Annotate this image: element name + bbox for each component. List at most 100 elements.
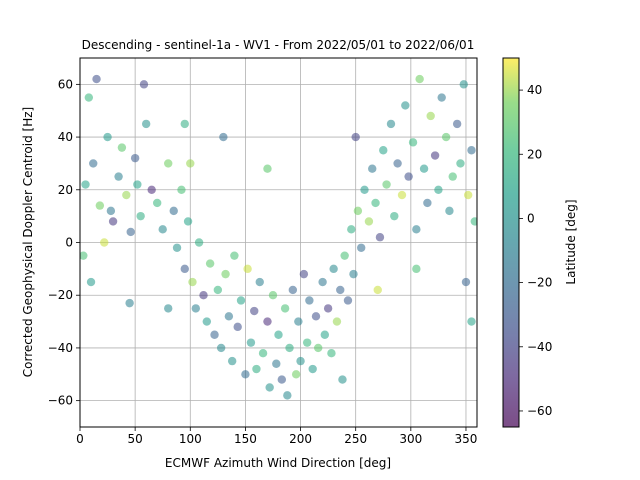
scatter-point [393, 159, 402, 168]
scatter-point [336, 285, 345, 295]
scatter-point [382, 180, 391, 189]
scatter-point [467, 317, 476, 326]
x-tick-label: 50 [127, 432, 142, 446]
scatter-point [305, 296, 314, 305]
scatter-point [351, 132, 360, 142]
scatter-point [456, 159, 465, 168]
scatter-point [205, 259, 215, 268]
x-tick-label: 350 [455, 432, 478, 446]
scatter-point [103, 132, 112, 142]
scatter-point [139, 80, 149, 89]
scatter-point [164, 159, 173, 168]
scatter-point [114, 172, 123, 181]
y-tick-label: 0 [65, 236, 73, 250]
colorbar-tick-label: 0 [527, 211, 535, 225]
scatter-point [452, 119, 462, 129]
scatter-point [108, 217, 118, 226]
scatter-point [323, 304, 333, 313]
scatter-point [133, 180, 142, 189]
scatter-point [412, 264, 421, 274]
scatter-point [360, 185, 369, 194]
scatter-point [329, 264, 338, 274]
scatter-point [368, 164, 377, 173]
scatter-point [357, 243, 366, 252]
scatter-point [95, 201, 105, 210]
scatter-point [375, 233, 385, 242]
scatter-point [318, 277, 327, 287]
scatter-point [230, 251, 239, 260]
scatter-point [263, 317, 272, 326]
scatter-point [302, 338, 312, 347]
scatter-point [169, 206, 178, 216]
chart-title: Descending - sentinel-1a - WV1 - From 20… [82, 38, 475, 52]
scatter-point [419, 164, 429, 173]
scatter-point [252, 364, 261, 374]
scatter-point [243, 264, 252, 274]
scatter-point [136, 211, 145, 221]
scatter-point [164, 304, 173, 313]
scatter-point [258, 349, 268, 358]
scatter-point [294, 317, 303, 326]
scatter-point [340, 251, 349, 260]
scatter-point [347, 225, 356, 234]
x-axis-ticks: 0 50 100 150 200 250 300 350 [76, 427, 477, 446]
scatter-point [274, 330, 283, 339]
scatter-point [445, 206, 454, 216]
x-tick-label: 150 [234, 432, 257, 446]
scatter-point [404, 172, 413, 181]
scatter-point [92, 74, 101, 84]
scatter-point [291, 370, 301, 379]
colorbar [502, 57, 520, 428]
scatter-point [320, 330, 330, 339]
scatter-point [227, 356, 237, 366]
scatter-point [397, 190, 407, 200]
x-axis-label: ECMWF Azimuth Wind Direction [deg] [165, 456, 391, 470]
scatter-point [285, 343, 294, 353]
scatter-point [280, 304, 290, 313]
scatter-point [202, 317, 212, 326]
scatter-point [186, 159, 195, 168]
colorbar-tick-label: −60 [527, 404, 552, 418]
scatter-point [272, 359, 281, 368]
scatter-point [430, 151, 440, 160]
scatter-point [219, 132, 228, 142]
y-axis-label: Corrected Geophysical Doppler Centroid [… [21, 107, 35, 377]
colorbar-label: Latitude [deg] [564, 199, 578, 284]
scatter-point [434, 185, 443, 194]
scatter-point [311, 312, 321, 321]
scatter-point [199, 291, 208, 300]
scatter-point [288, 285, 298, 295]
y-tick-label: 20 [58, 183, 73, 197]
y-tick-label: −40 [48, 341, 73, 355]
scatter-point [194, 238, 204, 247]
scatter-point [364, 217, 374, 226]
scatter-point [130, 153, 140, 163]
scatter-point [210, 330, 219, 339]
scatter-point [158, 225, 167, 234]
x-tick-label: 250 [344, 432, 367, 446]
scatter-point [343, 296, 353, 305]
scatter-point [353, 206, 363, 216]
scatter-point [213, 285, 223, 295]
grid [79, 58, 477, 427]
colorbar-tick-label: 40 [527, 83, 542, 97]
scatter-point [441, 132, 451, 142]
scatter-point [299, 269, 309, 279]
scatter-point [338, 375, 347, 384]
scatter-point [296, 356, 305, 366]
scatter-point [100, 238, 109, 247]
scatter-point [283, 391, 292, 400]
scatter-point [448, 172, 457, 181]
colorbar-tick-label: −40 [527, 340, 552, 354]
scatter-point [86, 277, 96, 287]
scatter-point [177, 185, 186, 194]
scatter-point [183, 217, 193, 226]
y-tick-label: −20 [48, 288, 73, 302]
scatter-point [152, 198, 162, 208]
scatter-point [191, 304, 200, 313]
scatter-point [268, 291, 278, 300]
scatter-point [470, 217, 477, 226]
scatter-point [265, 383, 274, 392]
scatter-point [122, 190, 131, 200]
